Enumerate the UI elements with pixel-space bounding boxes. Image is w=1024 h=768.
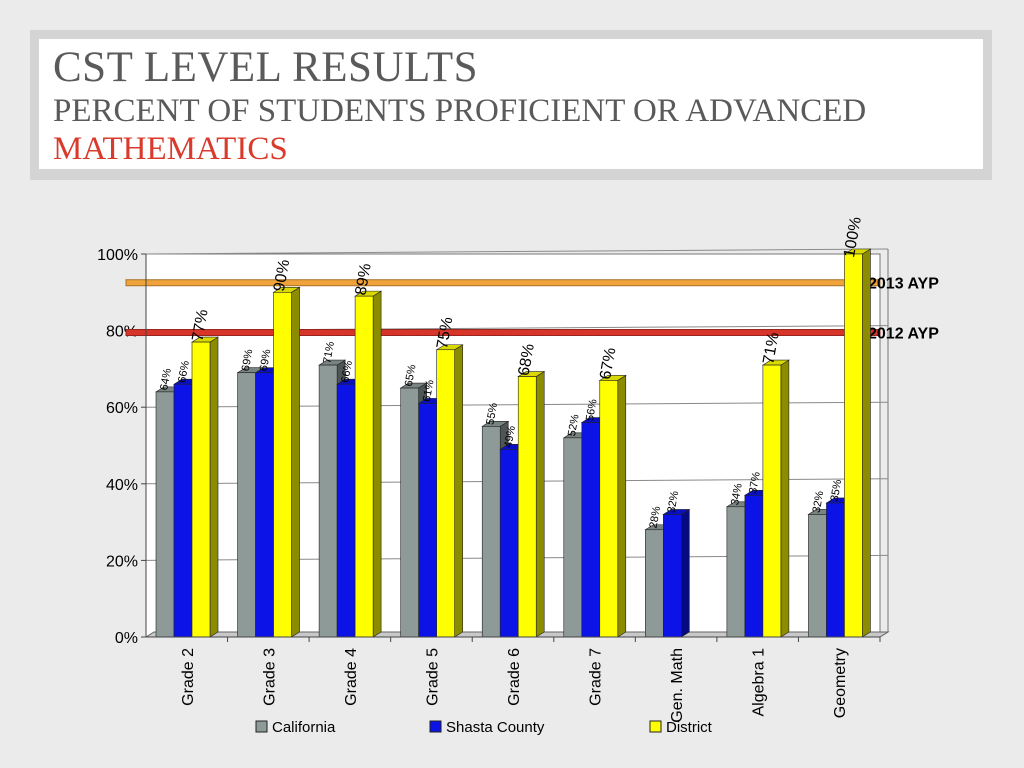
gridline — [145, 248, 889, 255]
bar — [599, 380, 619, 638]
data-label: 100% — [841, 216, 865, 259]
bar — [499, 449, 519, 638]
data-label: 71% — [321, 340, 337, 364]
data-label: 32% — [666, 490, 682, 514]
bar-side — [535, 371, 545, 638]
data-label: 69% — [258, 348, 274, 372]
data-label: 66% — [339, 360, 355, 384]
x-tick-label: Grade 4 — [343, 648, 360, 706]
bar — [808, 514, 827, 638]
bar — [663, 514, 682, 638]
data-label: 69% — [240, 348, 256, 372]
x-tick-label: Grade 6 — [506, 648, 523, 706]
bar — [563, 437, 583, 638]
bar — [273, 291, 292, 638]
bar — [481, 426, 501, 638]
ayp-reference-line — [125, 329, 881, 337]
bar — [436, 349, 455, 638]
data-label: 67% — [597, 346, 619, 380]
bar-side — [862, 248, 871, 638]
bar-side — [617, 374, 627, 638]
data-label: 37% — [747, 471, 763, 495]
title-box: CST LEVEL RESULTS PERCENT OF STUDENTS PR… — [39, 39, 983, 169]
data-label: 35% — [829, 478, 845, 502]
legend-swatch — [429, 720, 442, 733]
data-label: 32% — [811, 490, 827, 514]
bar — [826, 502, 845, 638]
slide-subject: MATHEMATICS — [53, 131, 288, 167]
data-label: 71% — [760, 331, 782, 365]
bar — [336, 383, 356, 638]
bar-side — [454, 344, 463, 638]
bar — [418, 403, 437, 638]
bar — [191, 341, 211, 638]
y-tick-label: 80% — [106, 324, 138, 341]
bar — [726, 506, 746, 638]
x-tick-label: Grade 7 — [588, 648, 605, 706]
x-tick-label: Grade 2 — [180, 648, 197, 706]
bar — [517, 376, 537, 638]
bar-side — [681, 508, 690, 638]
y-tick-label: 0% — [115, 630, 138, 647]
y-tick-label: 100% — [97, 247, 138, 264]
bar-side — [372, 290, 382, 638]
data-label: 49% — [502, 425, 518, 449]
bar — [581, 422, 601, 638]
bar — [318, 364, 338, 638]
legend-label: California — [272, 719, 336, 736]
bar — [354, 295, 374, 638]
x-tick-label: Gen. Math — [669, 648, 686, 723]
data-label: 56% — [584, 398, 600, 422]
y-tick-label: 20% — [106, 553, 138, 570]
title-frame: CST LEVEL RESULTS PERCENT OF STUDENTS PR… — [30, 30, 992, 180]
bar — [173, 383, 193, 638]
ayp-reference-line — [125, 279, 881, 287]
data-label: 68% — [516, 343, 538, 377]
legend-label: Shasta County — [446, 719, 545, 736]
x-tick-label: Algebra 1 — [751, 648, 768, 717]
bar — [844, 253, 863, 638]
ayp-reference-label: 2013 AYP — [868, 276, 939, 293]
data-label: 64% — [158, 367, 174, 391]
ayp-reference-label: 2012 AYP — [868, 326, 939, 343]
bar — [744, 494, 764, 638]
x-tick-label: Grade 5 — [424, 648, 441, 706]
data-label: 90% — [271, 258, 293, 292]
x-tick-label: Geometry — [832, 648, 849, 718]
data-label: 52% — [566, 413, 582, 437]
bar — [155, 391, 175, 638]
data-label: 34% — [729, 482, 745, 506]
legend-swatch — [255, 720, 268, 733]
data-label: 28% — [648, 505, 664, 529]
bar — [255, 372, 274, 638]
bar — [645, 529, 664, 638]
data-label: 66% — [176, 360, 192, 384]
x-tick-label: Grade 3 — [261, 648, 278, 706]
data-label: 75% — [434, 316, 456, 350]
data-label: 65% — [403, 363, 419, 387]
legend-label: District — [666, 719, 713, 736]
data-label: 77% — [189, 308, 211, 342]
data-label: 61% — [421, 379, 437, 403]
bar — [762, 364, 782, 638]
slide-title: CST LEVEL RESULTS — [53, 44, 479, 91]
bar-side — [780, 359, 790, 638]
bar — [400, 387, 419, 638]
data-label: 55% — [484, 402, 500, 426]
y-tick-label: 60% — [106, 400, 138, 417]
slide-subtitle: PERCENT OF STUDENTS PROFICIENT OR ADVANC… — [53, 93, 867, 129]
data-label: 89% — [353, 262, 375, 296]
y-tick-label: 40% — [106, 477, 138, 494]
legend-swatch — [649, 720, 662, 733]
bar-side — [291, 286, 300, 638]
bar-side — [209, 336, 219, 638]
bar — [237, 372, 256, 638]
